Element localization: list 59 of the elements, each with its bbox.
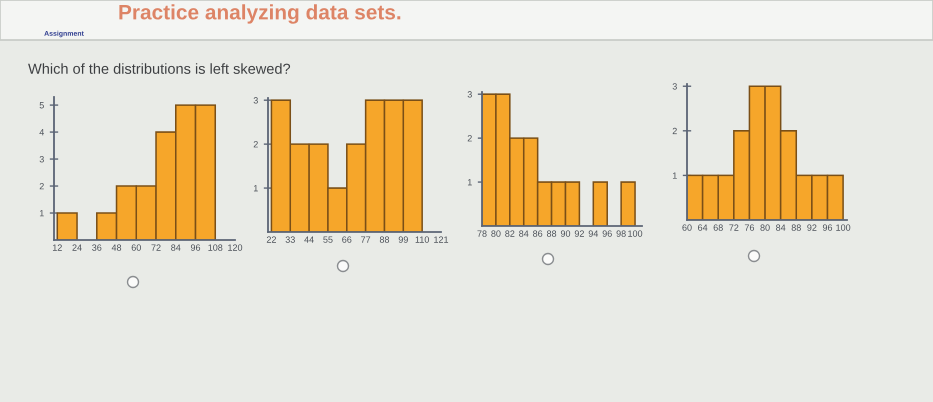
x-tick-label: 76 (744, 224, 754, 231)
x-tick-label: 92 (807, 224, 816, 231)
x-tick-label: 66 (342, 236, 352, 243)
x-tick-label: 84 (776, 224, 786, 231)
x-tick-label: 110 (416, 236, 430, 243)
y-tick-label: 2 (254, 141, 258, 148)
x-tick-label: 44 (304, 236, 314, 243)
x-tick-label: 36 (92, 244, 102, 251)
x-tick-label: 80 (760, 224, 770, 231)
x-tick-label: 78 (477, 230, 487, 237)
y-tick-label: 3 (468, 91, 472, 98)
x-tick-label: 96 (602, 230, 612, 237)
y-tick-label: 1 (468, 179, 472, 186)
x-tick-label: 96 (822, 224, 832, 231)
x-tick-label: 60 (132, 244, 141, 251)
x-tick-label: 72 (729, 224, 738, 231)
x-tick-label: 88 (792, 224, 801, 231)
y-tick-label: 4 (39, 129, 44, 136)
x-tick-label: 33 (286, 236, 295, 243)
x-tick-label: 100 (836, 224, 850, 231)
x-tick-label: 24 (72, 244, 82, 251)
x-tick-label: 120 (228, 244, 242, 251)
x-tick-label: 48 (112, 244, 122, 251)
x-tick-label: 92 (574, 230, 584, 237)
x-tick-label: 94 (588, 230, 598, 237)
y-tick-label: 2 (468, 135, 472, 142)
text: Practice analyzing data sets. (119, 4, 400, 24)
x-tick-label: 22 (266, 236, 276, 243)
text: Which of the distributions is left skewed? (28, 63, 290, 74)
x-tick-label: 90 (560, 230, 570, 237)
y-tick-label: 1 (40, 210, 44, 216)
x-tick-label: 84 (171, 244, 181, 251)
x-tick-label: 64 (698, 224, 708, 231)
y-tick-label: 1 (254, 185, 258, 192)
x-tick-label: 84 (519, 230, 528, 237)
y-tick-label: 1 (672, 172, 677, 179)
x-tick-label: 99 (398, 236, 408, 243)
x-tick-label: 88 (380, 236, 390, 243)
x-tick-label: 77 (361, 236, 370, 243)
x-tick-label: 96 (190, 244, 200, 251)
y-tick-label: 2 (672, 128, 677, 134)
x-tick-label: 82 (505, 230, 514, 237)
y-tick-label: 5 (40, 102, 44, 108)
y-tick-label: 3 (40, 156, 44, 162)
x-tick-label: 55 (323, 236, 333, 243)
x-tick-label: 60 (682, 224, 692, 231)
y-tick-label: 2 (40, 183, 44, 190)
x-tick-label: 72 (151, 244, 161, 251)
x-tick-label: 108 (208, 244, 222, 251)
x-tick-label: 88 (546, 230, 556, 237)
x-tick-label: 80 (491, 230, 501, 237)
y-tick-label: 3 (672, 83, 677, 90)
x-tick-label: 121 (434, 236, 448, 243)
x-tick-label: 86 (533, 230, 542, 237)
y-tick-label: 3 (254, 97, 258, 104)
x-tick-label: 68 (714, 224, 723, 231)
x-tick-label: 12 (52, 244, 62, 251)
x-tick-label: 100 (628, 230, 642, 237)
x-tick-label: 98 (616, 230, 626, 237)
